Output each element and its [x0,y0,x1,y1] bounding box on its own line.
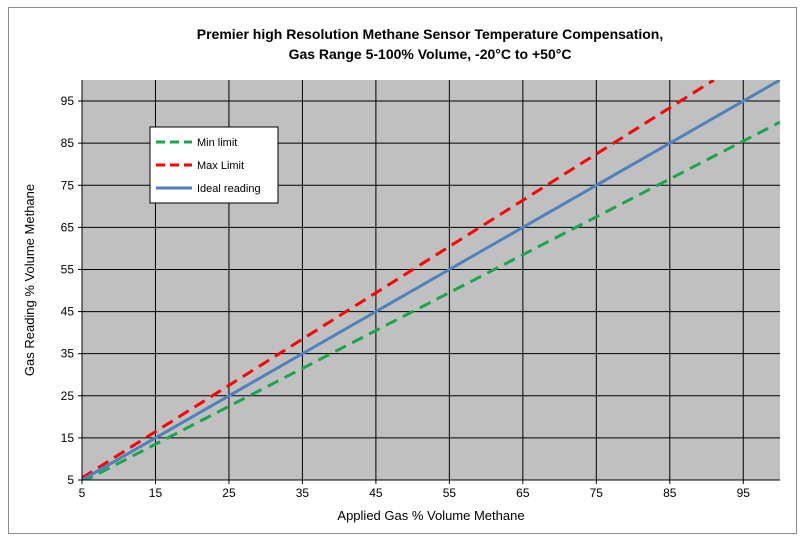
x-tick-label: 15 [149,486,163,500]
y-tick-label: 75 [61,178,75,192]
y-tick-label: 55 [61,262,75,276]
x-tick-label: 75 [590,486,604,500]
y-axis-label: Gas Reading % Volume Methane [22,184,37,376]
x-tick-label: 45 [369,486,383,500]
y-tick-label: 65 [61,220,75,234]
x-tick-label: 55 [443,486,457,500]
legend-label: Ideal reading [197,183,261,195]
y-tick-label: 15 [61,431,75,445]
x-tick-label: 65 [516,486,530,500]
y-tick-label: 85 [61,136,75,150]
series-line-ideal-reading [82,80,780,480]
chart-subtitle: Gas Range 5-100% Volume, -20°C to +50°C [288,46,572,62]
x-tick-label: 25 [222,486,236,500]
x-tick-label: 35 [296,486,310,500]
y-tick-label: 35 [61,347,75,361]
legend-label: Min limit [197,137,237,149]
y-tick-label: 25 [61,389,75,403]
chart-title-line1: Premier high Resolution Methane Sensor T… [196,26,664,42]
y-tick-label: 5 [67,473,74,487]
legend-label: Max Limit [197,160,244,172]
gridlines [82,80,780,480]
x-axis-ticks: 5 15 25 35 45 55 65 75 85 95 [79,480,751,500]
series-lines [82,80,780,480]
x-tick-label: 85 [663,486,677,500]
x-tick-label: 95 [737,486,751,500]
series-line-max-limit [82,80,715,480]
legend: Min limit Max Limit Ideal reading [149,126,279,204]
x-tick-label: 5 [79,486,86,500]
y-tick-label: 45 [61,305,75,319]
chart-title: Premier high Resolution Methane Sensor T… [80,24,780,64]
series-line-min-limit [82,120,780,480]
x-axis-label: Applied Gas % Volume Methane [337,508,524,523]
axes [81,80,780,481]
y-axis-ticks: 5 15 25 35 45 55 65 75 85 95 [61,94,82,487]
y-tick-label: 95 [61,94,75,108]
